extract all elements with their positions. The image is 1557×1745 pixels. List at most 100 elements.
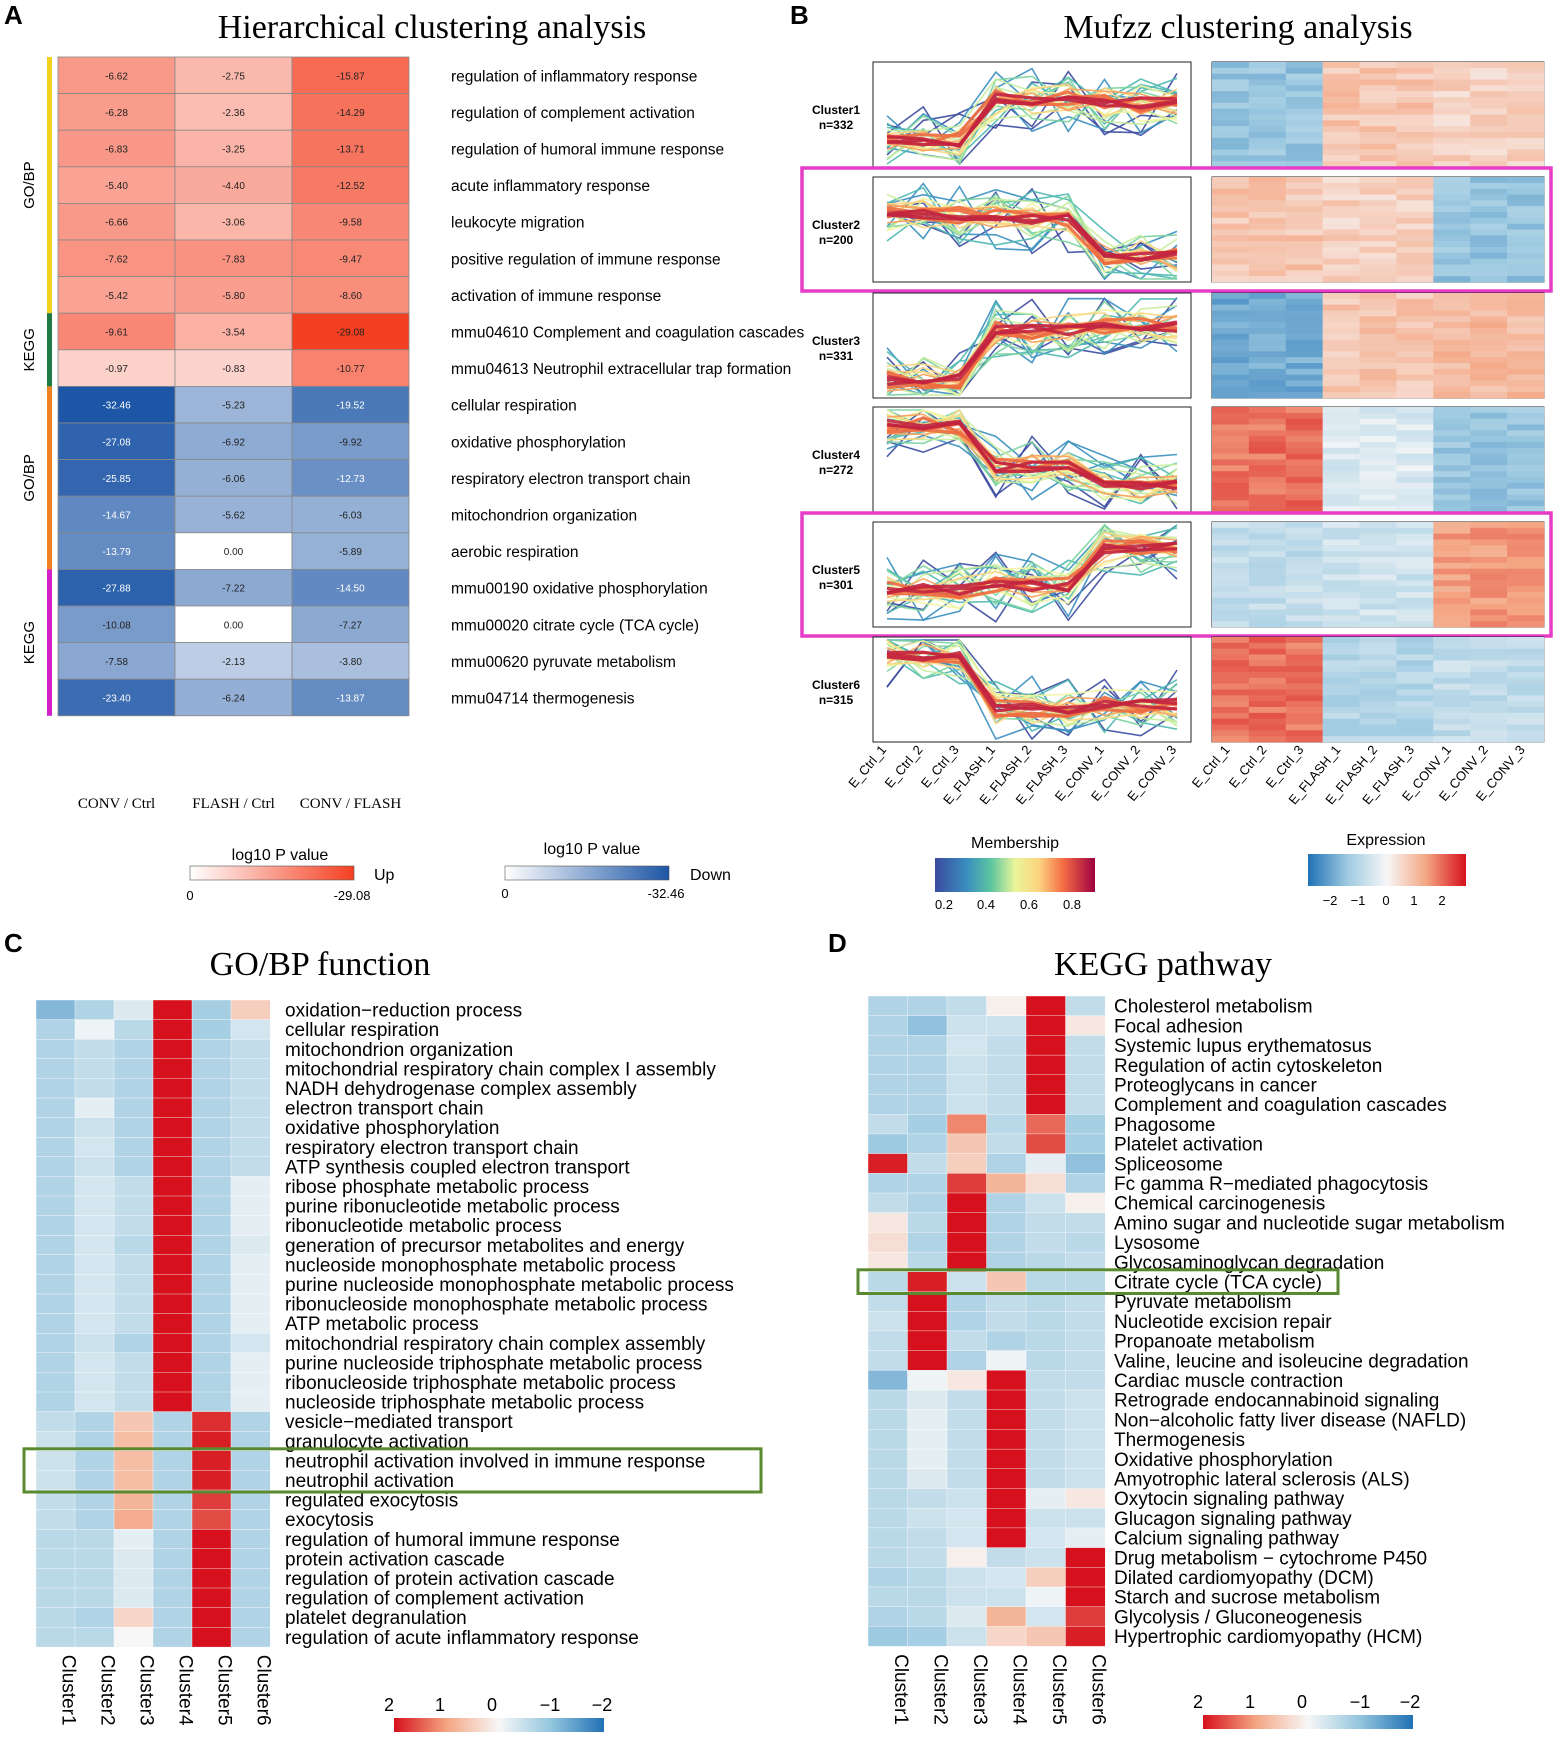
expression-cell <box>1470 79 1508 86</box>
expression-cell <box>1248 471 1287 478</box>
expression-cell <box>1212 161 1250 168</box>
heatmap-cell <box>1025 1015 1066 1036</box>
heatmap-cell <box>152 1372 193 1393</box>
expression-cell <box>1212 557 1250 564</box>
expression-cell <box>1470 574 1508 581</box>
heatmap-cell <box>230 999 271 1021</box>
expression-cell <box>1507 603 1545 610</box>
expression-cell <box>1470 580 1508 587</box>
expression-cell <box>1248 730 1287 737</box>
expression-cell <box>1507 718 1545 725</box>
expression-cell <box>1359 345 1397 352</box>
expression-cell <box>1433 293 1471 300</box>
heatmap-cell <box>57 166 176 204</box>
expression-cell <box>1322 689 1360 696</box>
expression-cell <box>1322 615 1360 622</box>
expression-cell <box>1396 562 1434 569</box>
heatmap-cell <box>907 1232 948 1253</box>
legend-up-title: log10 P value <box>232 847 329 864</box>
expression-cell <box>1285 562 1323 569</box>
expression-cell <box>1359 418 1397 425</box>
expression-cell <box>1248 363 1287 370</box>
expression-cell <box>1507 506 1545 513</box>
expression-cell <box>1470 102 1508 109</box>
heatmap-cell <box>867 1488 908 1509</box>
heatmap-cell <box>1065 1586 1106 1608</box>
expression-cell <box>1322 247 1360 254</box>
heatmap-cell <box>174 605 293 643</box>
heatmap-cell <box>113 1626 154 1648</box>
expression-cell <box>1212 471 1250 478</box>
expression-cell <box>1470 459 1508 466</box>
expression-cell <box>1212 339 1250 346</box>
expression-cell <box>1396 574 1434 581</box>
expression-cell <box>1433 73 1471 80</box>
heatmap-cell <box>907 1153 948 1174</box>
expression-cell <box>1212 392 1250 399</box>
expression-cell <box>1359 459 1397 466</box>
expression-tick: 2 <box>1438 893 1445 908</box>
expression-cell <box>1396 206 1434 213</box>
expression-cell <box>1248 328 1287 335</box>
row-label: mmu00190 oxidative phosphorylation <box>451 581 708 598</box>
expression-cell <box>1248 304 1287 311</box>
expression-cell <box>1470 477 1508 484</box>
heatmap-cell <box>986 1212 1027 1233</box>
heatmap-cell <box>74 1136 115 1158</box>
expression-cell <box>1359 660 1397 667</box>
heatmap-cell <box>291 276 410 314</box>
expression-cell <box>1396 386 1434 393</box>
column-label: Cluster4 <box>175 1655 196 1726</box>
expression-cell <box>1248 223 1287 230</box>
expression-cell <box>1433 418 1471 425</box>
expression-cell <box>1396 85 1434 92</box>
expression-cell <box>1322 137 1360 144</box>
expression-cell <box>1359 339 1397 346</box>
expression-cell <box>1248 264 1287 271</box>
heatmap-cell <box>291 202 410 241</box>
heatmap-cell <box>907 1547 948 1568</box>
expression-cell <box>1322 471 1360 478</box>
expression-cell <box>1212 580 1250 587</box>
cluster-line <box>886 85 1178 154</box>
expression-cell <box>1507 270 1545 277</box>
expression-cell <box>1359 258 1397 265</box>
expression-cell <box>1433 177 1471 184</box>
expression-cell <box>1248 494 1287 501</box>
expression-cell <box>1212 368 1250 375</box>
cell-value: -5.80 <box>222 291 245 302</box>
expression-cell <box>1470 212 1508 219</box>
expression-cell <box>1433 143 1471 150</box>
expression-cell <box>1396 161 1434 168</box>
expression-cell <box>1470 621 1508 628</box>
cluster-line <box>886 81 1178 156</box>
heatmap-cell <box>1025 1271 1066 1293</box>
heatmap-cell <box>986 1527 1027 1549</box>
expression-cell <box>1359 114 1397 121</box>
cell-value: -7.62 <box>105 254 128 265</box>
expression-cell <box>1248 568 1287 575</box>
heatmap-cell <box>1065 1015 1106 1036</box>
cluster-line <box>886 323 1178 386</box>
expression-cell <box>1396 328 1434 335</box>
heatmap-cell <box>867 995 908 1017</box>
expression-cell <box>1433 310 1471 317</box>
heatmap-cell <box>113 1372 154 1393</box>
heatmap-cell <box>113 1019 154 1040</box>
heatmap-cell <box>191 1234 232 1256</box>
expression-cell <box>1248 695 1287 702</box>
expression-cell <box>1470 188 1508 195</box>
cell-value: -6.66 <box>105 218 128 229</box>
expression-cell <box>1248 621 1287 628</box>
expression-cell <box>1470 368 1508 375</box>
expression-cell <box>1359 545 1397 552</box>
cluster-count: n=301 <box>819 578 854 592</box>
expression-cell <box>1285 351 1323 358</box>
cell-value: -9.58 <box>339 218 362 229</box>
expression-cell <box>1212 345 1250 352</box>
expression-cell <box>1396 143 1434 150</box>
expression-cell <box>1322 206 1360 213</box>
row-label: regulation of complement activation <box>451 105 695 122</box>
expression-cell <box>1322 67 1360 74</box>
heatmap-cell <box>907 1212 948 1233</box>
